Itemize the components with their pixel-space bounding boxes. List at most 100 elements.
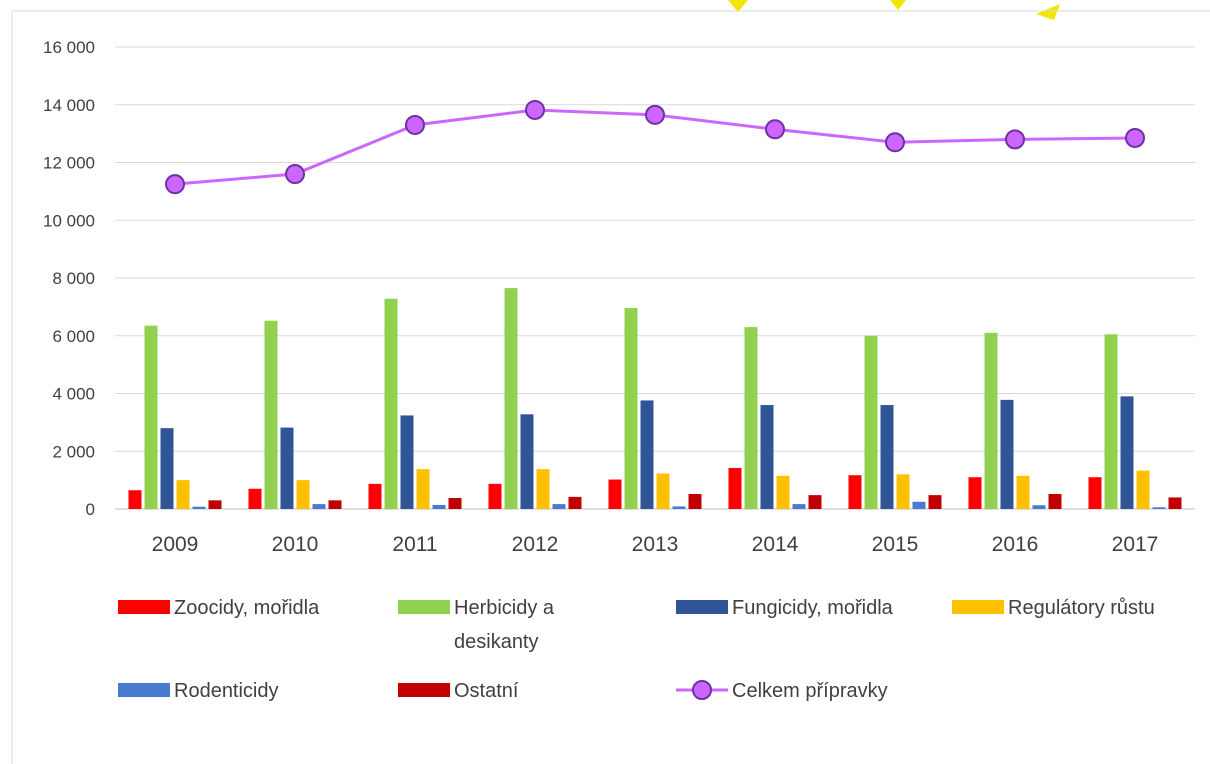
y-tick-label: 16 000 xyxy=(43,38,95,57)
line-point xyxy=(285,164,305,185)
bar xyxy=(1016,475,1030,509)
bar xyxy=(1000,399,1014,509)
x-tick-label: 2009 xyxy=(152,533,199,556)
bar xyxy=(1152,507,1166,509)
legend-label: Herbicidy a desikanty xyxy=(454,597,555,653)
bar xyxy=(208,500,222,509)
y-tick-label: 2 000 xyxy=(52,442,95,461)
bar xyxy=(1136,470,1150,509)
line-point xyxy=(765,119,785,140)
bar xyxy=(968,477,982,509)
bar xyxy=(128,490,142,509)
line-point xyxy=(405,114,425,135)
bar xyxy=(160,428,174,509)
line-point xyxy=(885,132,905,153)
x-tick-label: 2011 xyxy=(392,533,437,556)
line-point xyxy=(1125,127,1145,148)
bar xyxy=(984,332,998,509)
legend-marker xyxy=(692,680,712,700)
bar xyxy=(416,469,430,509)
bar xyxy=(144,325,158,509)
bar xyxy=(1104,334,1118,509)
bar xyxy=(568,496,582,509)
bar xyxy=(520,414,534,509)
legend-swatch xyxy=(676,600,728,614)
x-tick-label: 2017 xyxy=(1112,533,1159,556)
chart-border xyxy=(11,10,1210,764)
bar xyxy=(1088,477,1102,509)
bar xyxy=(688,493,702,509)
legend-swatch xyxy=(398,600,450,614)
bar xyxy=(912,501,926,509)
y-tick-label: 14 000 xyxy=(43,96,95,115)
line-point xyxy=(1005,129,1025,150)
legend-label: Ostatní xyxy=(454,680,519,702)
legend-item: Rodenticidy xyxy=(118,680,279,702)
bar xyxy=(1048,493,1062,509)
legend-swatch xyxy=(398,683,450,697)
bar xyxy=(896,474,910,509)
legend-item: Celkem přípravky xyxy=(676,680,888,702)
y-axis-ticks: 0 2 000 4 000 6 000 8 000 10 000 12 000 14 000 1… xyxy=(43,38,95,519)
y-tick-label: 4 000 xyxy=(52,385,95,404)
gridlines xyxy=(115,46,1195,510)
bar xyxy=(1168,497,1182,509)
y-tick-label: 8 000 xyxy=(52,269,95,288)
legend-label: Fungicidy, mořidla xyxy=(732,597,894,619)
legend-item: Fungicidy, mořidla xyxy=(676,597,894,619)
x-tick-label: 2013 xyxy=(632,533,679,556)
line-point xyxy=(165,174,185,195)
bar xyxy=(280,427,294,509)
legend-swatch xyxy=(118,600,170,614)
bar xyxy=(792,504,806,509)
bar xyxy=(808,495,822,509)
x-tick-label: 2010 xyxy=(272,533,319,556)
bar xyxy=(296,480,310,509)
bar xyxy=(552,504,566,509)
bar xyxy=(640,400,654,509)
bar xyxy=(176,480,190,509)
bar xyxy=(448,498,462,509)
legend-item: Regulátory růstu xyxy=(952,597,1155,619)
bar xyxy=(536,469,550,509)
bar xyxy=(368,483,382,509)
x-tick-label: 2014 xyxy=(752,533,799,556)
bar xyxy=(880,405,894,509)
bar xyxy=(192,506,206,509)
bar xyxy=(1120,396,1134,509)
legend: Zoocidy, mořidla Herbicidy a desikanty Fung… xyxy=(118,597,1155,702)
bar xyxy=(624,308,638,509)
x-tick-label: 2016 xyxy=(992,533,1039,556)
bar xyxy=(328,500,342,509)
y-tick-label: 10 000 xyxy=(43,211,95,230)
bar xyxy=(656,473,670,509)
legend-item: Ostatní xyxy=(398,680,519,702)
bar xyxy=(864,335,878,509)
bar xyxy=(744,327,758,509)
legend-label: Regulátory růstu xyxy=(1008,597,1155,619)
y-tick-label: 12 000 xyxy=(43,154,95,173)
watermark xyxy=(0,0,1210,20)
x-tick-label: 2015 xyxy=(872,533,919,556)
y-tick-label: 0 xyxy=(86,500,95,519)
line-point xyxy=(525,99,545,120)
bar xyxy=(1032,505,1046,509)
bar xyxy=(312,504,326,509)
bar xyxy=(672,506,686,509)
total-line xyxy=(165,99,1145,195)
y-tick-label: 6 000 xyxy=(52,327,95,346)
bar xyxy=(848,475,862,509)
bar xyxy=(488,483,502,509)
bar xyxy=(776,475,790,509)
legend-label: Rodenticidy xyxy=(174,680,279,702)
bar xyxy=(264,320,278,509)
bars xyxy=(128,288,1182,509)
x-tick-label: 2012 xyxy=(512,533,559,556)
legend-item: Zoocidy, mořidla xyxy=(118,597,320,619)
legend-swatch xyxy=(118,683,170,697)
x-axis-ticks: 2009 2010 2011 2012 2013 2014 2015 2016 2017 xyxy=(152,533,1159,556)
line-point xyxy=(645,104,665,125)
bar xyxy=(400,415,414,509)
legend-swatch xyxy=(952,600,1004,614)
